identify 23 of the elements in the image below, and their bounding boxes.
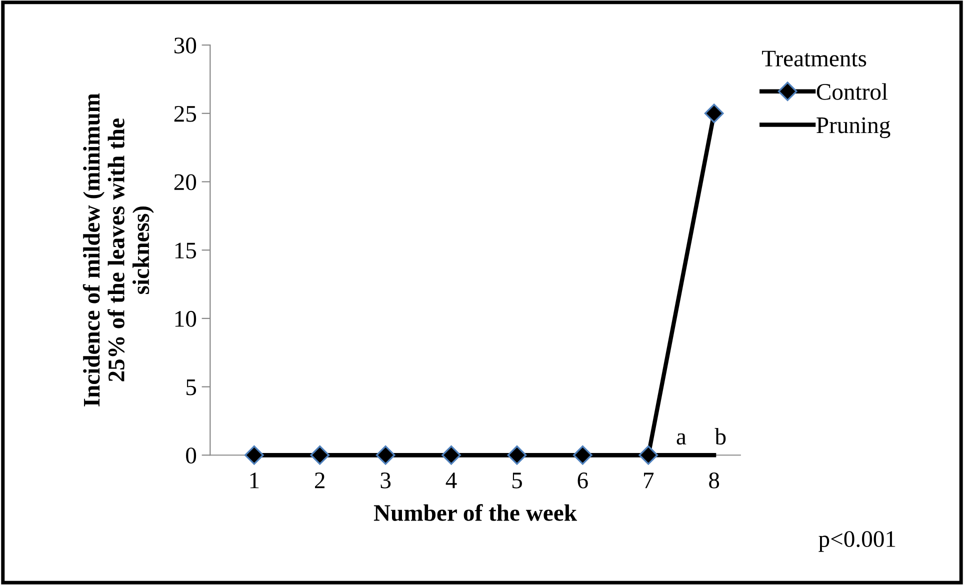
x-tick-label: 7 [644,472,654,488]
x-axis-title: Number of the week [374,504,577,521]
x-tick-label: 4 [446,472,457,488]
x-tick-label: 1 [250,472,259,488]
y-tick-label: 20 [174,174,196,190]
x-tick-label: 3 [380,472,391,488]
y-tick-label: 30 [174,38,196,54]
x-tick-label: 6 [578,472,588,488]
annotation: a [676,433,686,445]
y-tick-label: 5 [186,380,196,396]
legend-title: Treatments [762,50,866,67]
legend-label: Pruning [816,117,890,138]
y-tick-label: 15 [175,242,196,259]
y-tick-label: 10 [175,310,196,327]
x-tick-label: 8 [709,472,720,488]
x-tick-label: 5 [512,472,522,488]
legend-label: Control [816,83,888,100]
y-tick-label: 0 [186,448,196,464]
annotation: b [714,428,726,445]
y-axis-title: Incidence of mildew (minimum 25% of the leaves with the sickness) [82,93,154,406]
y-tick-label: 25 [174,106,196,122]
text: p<0.001 [818,531,896,552]
x-tick-label: 2 [315,472,324,488]
